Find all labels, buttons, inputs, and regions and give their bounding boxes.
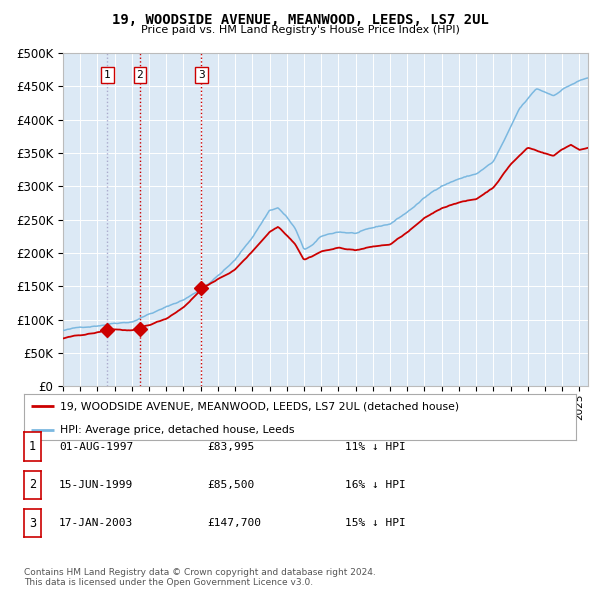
Text: 1: 1 (104, 70, 111, 80)
Text: 15% ↓ HPI: 15% ↓ HPI (345, 519, 406, 528)
Text: 19, WOODSIDE AVENUE, MEANWOOD, LEEDS, LS7 2UL: 19, WOODSIDE AVENUE, MEANWOOD, LEEDS, LS… (112, 13, 488, 27)
Text: Contains HM Land Registry data © Crown copyright and database right 2024.
This d: Contains HM Land Registry data © Crown c… (24, 568, 376, 587)
Text: £83,995: £83,995 (207, 442, 254, 451)
Text: 2: 2 (29, 478, 36, 491)
Text: £85,500: £85,500 (207, 480, 254, 490)
Text: HPI: Average price, detached house, Leeds: HPI: Average price, detached house, Leed… (60, 425, 295, 435)
Text: 16% ↓ HPI: 16% ↓ HPI (345, 480, 406, 490)
Text: 15-JUN-1999: 15-JUN-1999 (59, 480, 133, 490)
Text: 2: 2 (136, 70, 143, 80)
Text: 3: 3 (198, 70, 205, 80)
Text: 1: 1 (29, 440, 36, 453)
Text: £147,700: £147,700 (207, 519, 261, 528)
Text: Price paid vs. HM Land Registry's House Price Index (HPI): Price paid vs. HM Land Registry's House … (140, 25, 460, 35)
Text: 19, WOODSIDE AVENUE, MEANWOOD, LEEDS, LS7 2UL (detached house): 19, WOODSIDE AVENUE, MEANWOOD, LEEDS, LS… (60, 401, 459, 411)
Text: 01-AUG-1997: 01-AUG-1997 (59, 442, 133, 451)
Text: 17-JAN-2003: 17-JAN-2003 (59, 519, 133, 528)
Text: 3: 3 (29, 517, 36, 530)
Text: 11% ↓ HPI: 11% ↓ HPI (345, 442, 406, 451)
